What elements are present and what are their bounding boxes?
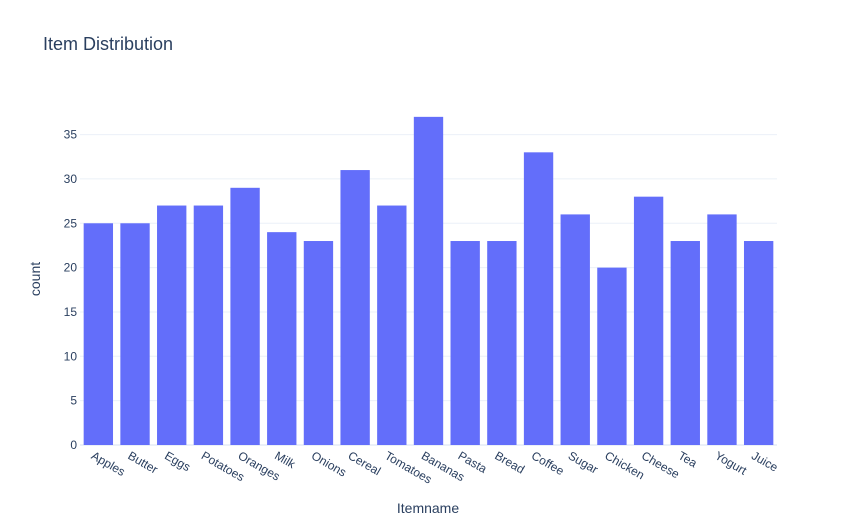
bar[interactable] [413,116,444,446]
x-tick-label: Chicken [602,448,647,482]
y-tick-label: 15 [64,305,78,319]
x-tick-label: Butter [126,448,161,476]
x-tick-label: Cheese [639,448,682,481]
bar[interactable] [560,214,590,445]
x-tick-label: Bread [492,448,527,476]
y-tick-label: 0 [70,438,77,452]
x-tick-label: Onions [309,448,349,479]
y-tick-label: 10 [64,349,78,363]
bar[interactable] [377,205,407,445]
x-tick-label: Apples [89,448,128,478]
bar[interactable] [743,241,774,445]
bar[interactable] [120,223,150,445]
bar[interactable] [230,187,260,445]
y-axis-title: count [27,262,43,296]
bar[interactable] [340,170,370,445]
x-tick-label: Cereal [346,448,384,478]
x-tick-label: Yogurt [712,448,749,478]
bar[interactable] [303,241,334,445]
bar[interactable] [633,196,664,445]
y-tick-label: 30 [64,172,78,186]
x-tick-label: Coffee [529,448,567,478]
bar[interactable] [670,241,700,445]
chart-title: Item Distribution [43,34,173,54]
x-tick-label: Sugar [566,448,601,476]
bar[interactable] [193,205,224,445]
x-tick-label: Juice [749,448,781,474]
bar[interactable] [157,205,187,445]
bar[interactable] [487,241,517,445]
bar[interactable] [83,223,114,445]
bar[interactable] [267,232,297,445]
bar[interactable] [707,214,737,445]
x-tick-label: Eggs [162,448,193,474]
x-axis-title: Itemname [397,500,459,516]
y-tick-label: 35 [64,128,78,142]
bar[interactable] [450,241,480,445]
y-tick-label: 5 [70,394,77,408]
y-ticks: 0 5 10 15 20 25 30 35 [64,128,78,452]
bar[interactable] [597,267,627,445]
y-tick-label: 25 [64,216,78,230]
bars-layer [83,116,774,446]
y-tick-label: 20 [64,261,78,275]
bar[interactable] [523,152,554,445]
